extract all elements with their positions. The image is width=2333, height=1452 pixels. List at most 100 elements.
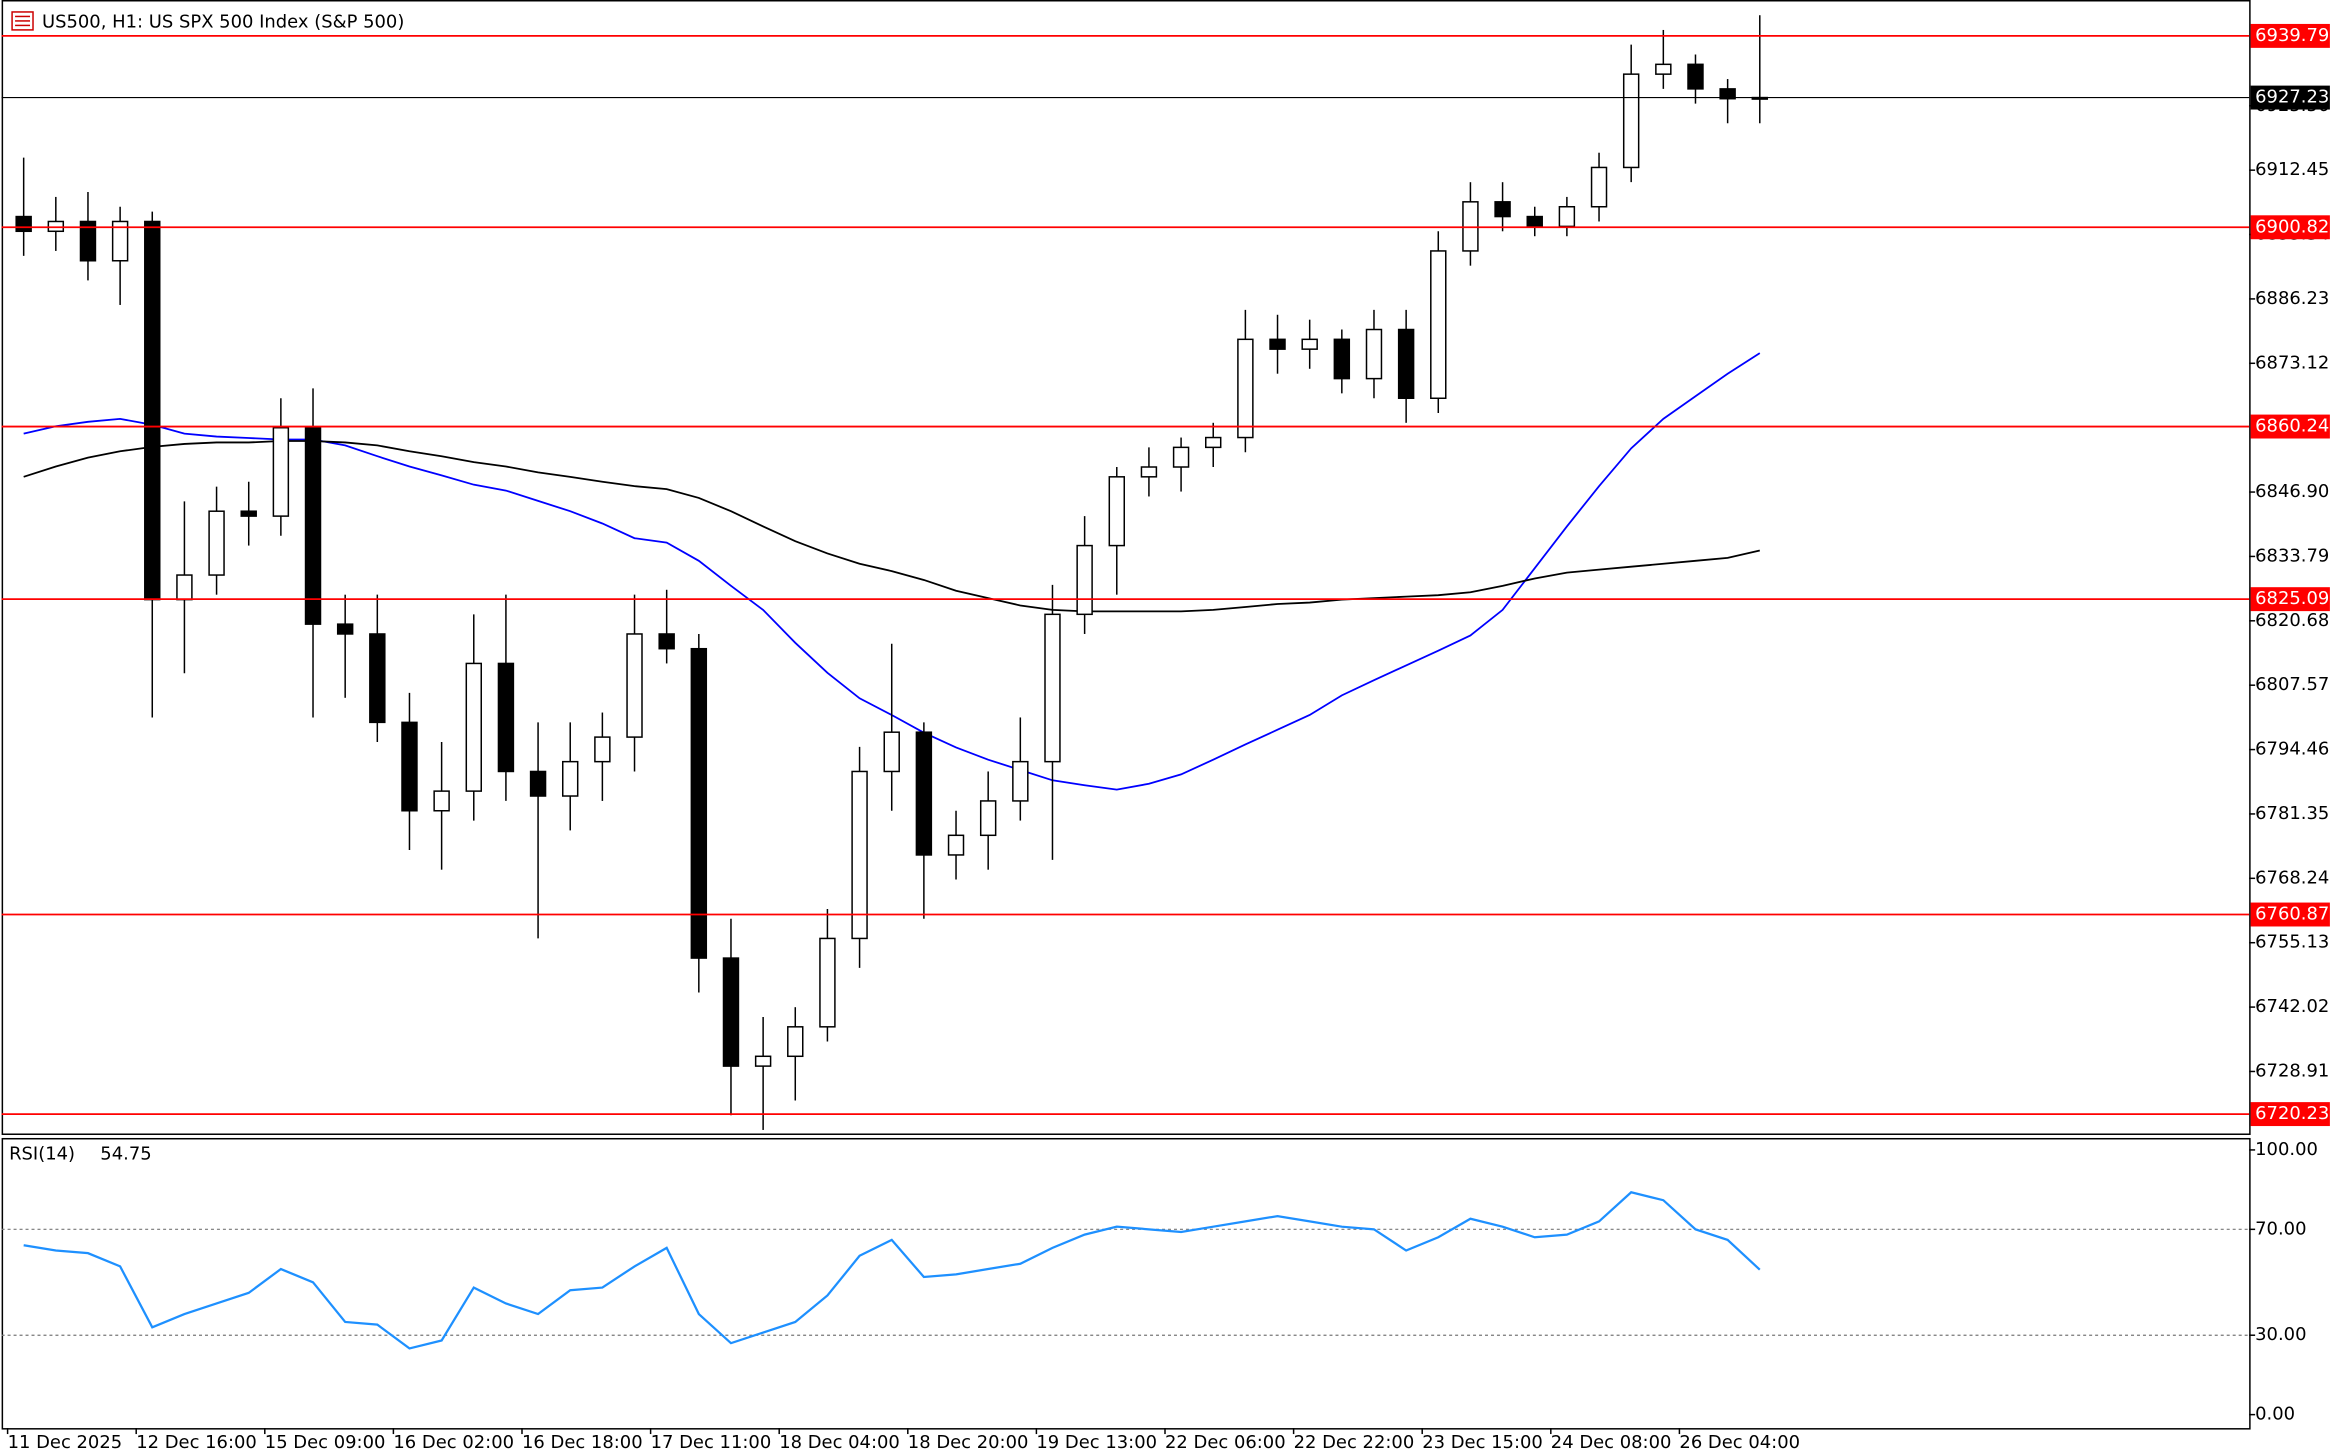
x-tick-label: 17 Dec 11:00 (651, 1432, 772, 1452)
level-label: 6860.24 (2255, 416, 2329, 437)
x-tick-label: 22 Dec 06:00 (1165, 1432, 1286, 1452)
candle-body (1397, 328, 1415, 400)
candle-body (336, 623, 354, 635)
candle-body (1590, 166, 1608, 208)
candle-body (851, 770, 868, 940)
candle-body (529, 770, 547, 797)
rsi-line (23, 1191, 1761, 1350)
x-tick-label: 26 Dec 04:00 (1679, 1432, 1800, 1452)
y-tick-label: 6833.79 (2255, 545, 2329, 566)
chart-title: US500, H1: US SPX 500 Index (S&P 500) (42, 11, 404, 32)
candle-body (883, 731, 900, 773)
main-panel-frame (1, 0, 2251, 1135)
x-tick-label: 16 Dec 18:00 (522, 1432, 643, 1452)
candle-body (1333, 338, 1351, 380)
candle-body (144, 220, 161, 601)
candle-body (1494, 201, 1511, 218)
level-label-box (2250, 902, 2330, 927)
candle-body (1687, 63, 1704, 90)
y-tick-label: 100.00 (2255, 1139, 2318, 1160)
candle-body (1172, 446, 1190, 468)
price-label: 6927.23 (2255, 87, 2329, 108)
price-label-box (2250, 85, 2330, 110)
candle-body (272, 426, 290, 517)
x-tick-label: 19 Dec 13:00 (1036, 1432, 1157, 1452)
candle-body (690, 647, 708, 959)
candle-body (1044, 613, 1061, 763)
level-label-box (2250, 587, 2330, 612)
y-tick-label: 6807.57 (2255, 674, 2329, 695)
candle-body (754, 1055, 772, 1067)
level-label-box (2250, 215, 2330, 240)
candle-body (465, 662, 482, 792)
level-label-box (2250, 23, 2330, 48)
candle-body (819, 937, 836, 1028)
y-tick-label: 6768.24 (2255, 867, 2329, 888)
y-tick-label: 6742.02 (2255, 996, 2329, 1017)
rsi-title: RSI(14) (9, 1143, 75, 1164)
level-label: 6939.79 (2255, 25, 2329, 46)
level-label-box (2250, 414, 2330, 439)
candle-body (979, 800, 997, 837)
candle-body (497, 662, 515, 773)
level-label: 6825.09 (2255, 588, 2329, 609)
candle-body (1526, 215, 1543, 228)
candle-body (1012, 760, 1029, 802)
candle-body (947, 834, 965, 856)
x-tick-label: 16 Dec 02:00 (393, 1432, 514, 1452)
y-tick-label: 30.00 (2255, 1324, 2306, 1345)
candle-body (1301, 338, 1318, 350)
y-tick-label: 6912.45 (2255, 159, 2329, 180)
candle-body (561, 760, 579, 797)
candle-body (208, 510, 225, 576)
y-tick-label: 6886.23 (2255, 288, 2329, 309)
y-tick-label: 70.00 (2255, 1218, 2306, 1239)
plot-layer: 6925.566912.456899.346886.236873.126846.… (1, 15, 2330, 1452)
level-label: 6760.87 (2255, 904, 2329, 925)
y-tick-label: 0.00 (2255, 1404, 2295, 1425)
candle-body (1076, 544, 1093, 616)
candle-body (626, 633, 643, 738)
y-tick-label: 6794.46 (2255, 739, 2329, 760)
candle-body (433, 790, 450, 812)
candle-body (240, 510, 257, 517)
x-tick-label: 18 Dec 04:00 (779, 1432, 900, 1452)
candle-body (787, 1026, 804, 1058)
x-tick-label: 24 Dec 08:00 (1551, 1432, 1672, 1452)
candle-body (111, 220, 129, 262)
candle-body (915, 731, 933, 856)
candle-body (304, 426, 322, 625)
candle-body (1719, 88, 1736, 100)
x-tick-label: 23 Dec 15:00 (1422, 1432, 1543, 1452)
candle-body (369, 633, 386, 724)
candle-body (1655, 63, 1672, 75)
candle-body (722, 957, 740, 1067)
y-tick-label: 6728.91 (2255, 1060, 2329, 1081)
candle-body (1237, 338, 1254, 439)
y-tick-label: 6873.12 (2255, 352, 2329, 373)
candle-body (1269, 338, 1286, 350)
candle-body (1622, 73, 1640, 169)
candle-body (658, 633, 675, 650)
y-tick-label: 6820.68 (2255, 610, 2329, 631)
level-label: 6720.23 (2255, 1103, 2329, 1124)
x-tick-label: 11 Dec 2025 (8, 1432, 123, 1452)
y-tick-label: 6846.90 (2255, 481, 2329, 502)
rsi-value: 54.75 (100, 1143, 151, 1164)
candle-body (1558, 205, 1576, 228)
y-tick-label: 6755.13 (2255, 932, 2329, 953)
x-tick-label: 22 Dec 22:00 (1294, 1432, 1415, 1452)
x-tick-label: 15 Dec 09:00 (265, 1432, 386, 1452)
candle-body (1205, 436, 1222, 449)
candle-body (1430, 250, 1447, 400)
x-tick-label: 12 Dec 16:00 (136, 1432, 257, 1452)
candle-body (594, 736, 611, 763)
candle-body (79, 220, 97, 262)
y-tick-label: 6781.35 (2255, 803, 2329, 824)
candle-body (1140, 466, 1158, 478)
candle-body (1365, 328, 1383, 380)
candle-body (15, 215, 32, 233)
level-label-box (2250, 1102, 2330, 1127)
